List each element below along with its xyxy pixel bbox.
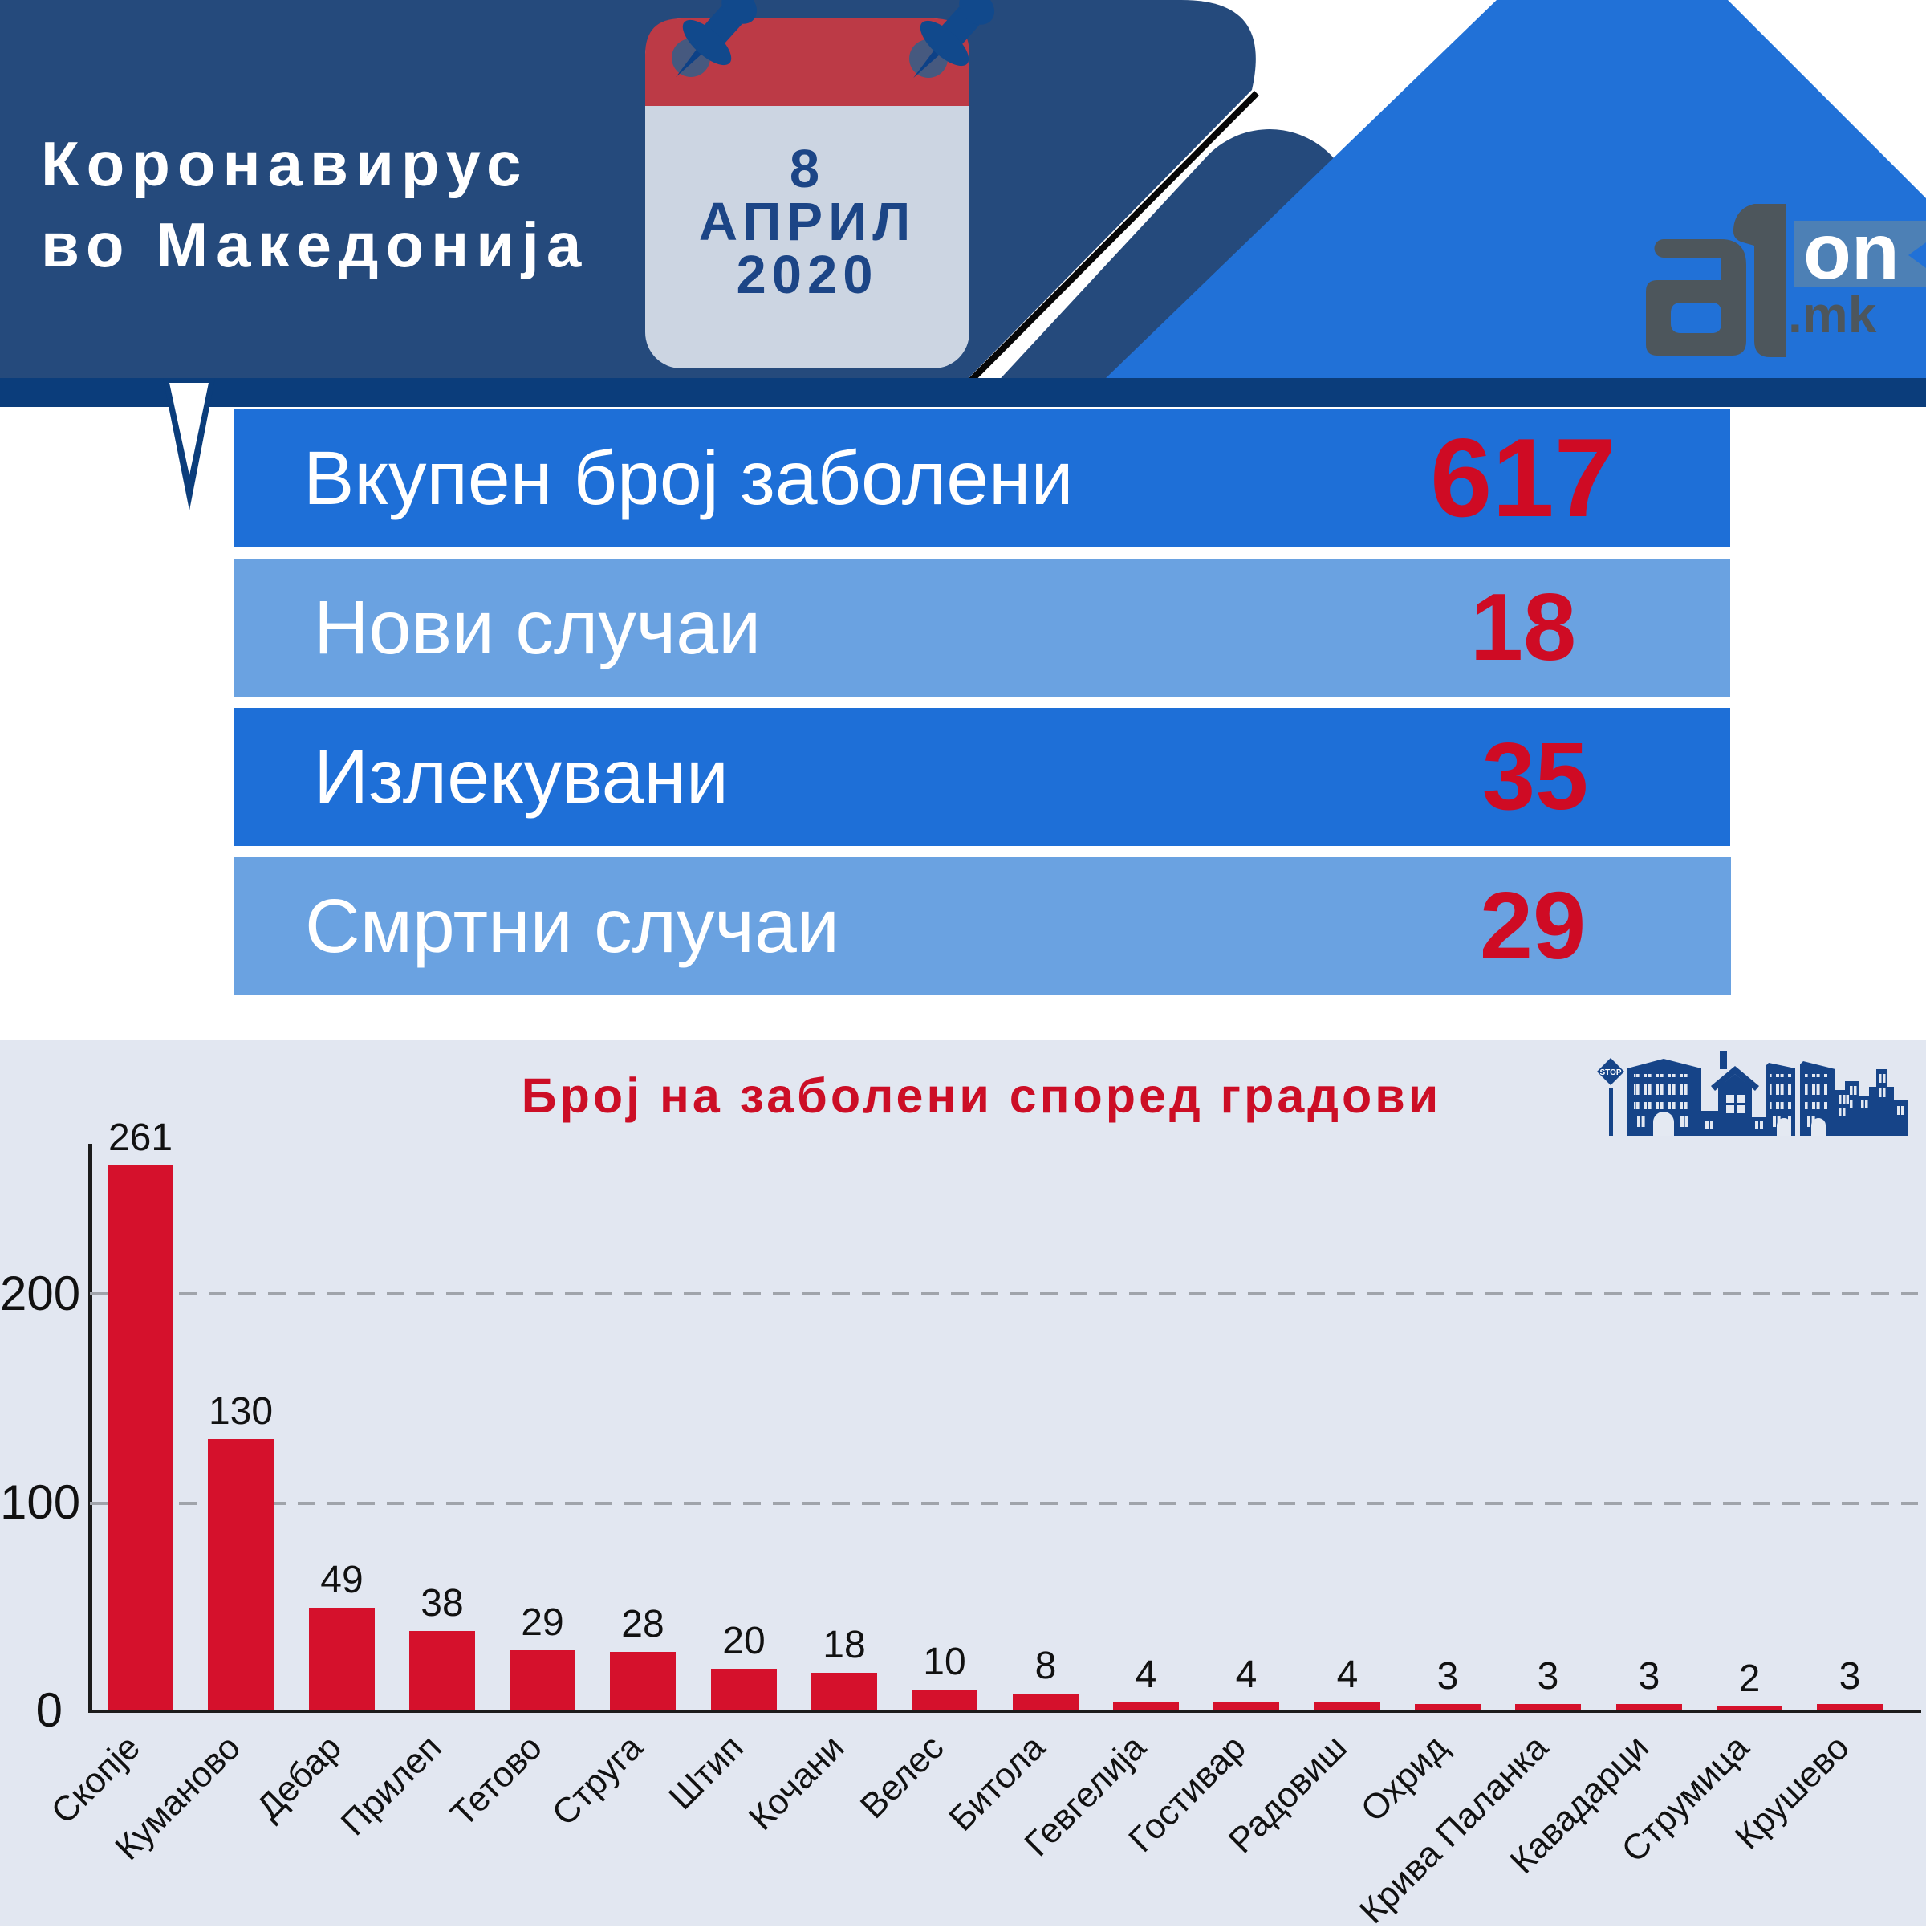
svg-text:.mk: .mk	[1788, 286, 1877, 344]
svg-text:on: on	[1803, 207, 1900, 295]
svg-text:STOP: STOP	[1599, 1068, 1621, 1077]
